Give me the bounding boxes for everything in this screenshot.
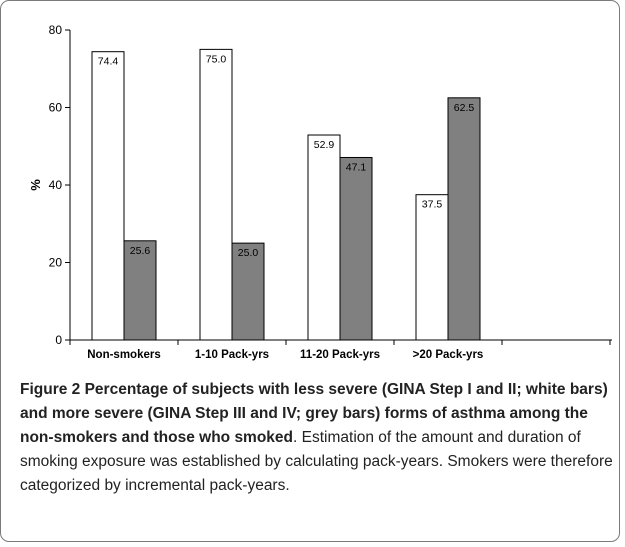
bar <box>447 97 481 341</box>
x-category-label: >20 Pack-yrs <box>413 349 484 361</box>
data-label: 47.1 <box>346 161 367 173</box>
caption-title: Figure 2 Percentage of subjects with les… <box>20 381 608 446</box>
y-axis-label: % <box>28 179 43 191</box>
bar <box>199 48 233 341</box>
y-tick-label: 40 <box>49 178 63 192</box>
bar <box>307 134 341 341</box>
y-tick-label: 0 <box>55 333 62 347</box>
data-label: 52.9 <box>314 139 335 151</box>
data-label: 75.0 <box>206 53 227 65</box>
x-category-label: 1-10 Pack-yrs <box>195 349 269 361</box>
bar <box>415 194 449 341</box>
figure-caption: Figure 2 Percentage of subjects with les… <box>20 378 615 498</box>
y-tick-label: 80 <box>49 23 63 37</box>
data-label: 62.5 <box>454 102 475 114</box>
bar <box>91 51 125 341</box>
bar <box>231 242 265 341</box>
y-tick-label: 60 <box>49 101 63 115</box>
data-label: 74.4 <box>98 56 119 68</box>
caption-body: . Estimation of the amount and duration … <box>20 429 613 494</box>
bar-chart: 0 20 40 60 80% 74.4 25.6 Non-smokers 75.0 25.0 1-1… <box>28 23 612 361</box>
data-label: 37.5 <box>422 199 443 211</box>
y-tick-label: 20 <box>49 256 63 270</box>
data-label: 25.0 <box>238 247 259 259</box>
data-label: 25.6 <box>130 245 151 257</box>
x-category-label: 11-20 Pack-yrs <box>300 349 380 361</box>
bar <box>339 156 373 341</box>
bar <box>123 240 157 341</box>
x-category-label: Non-smokers <box>87 349 161 361</box>
